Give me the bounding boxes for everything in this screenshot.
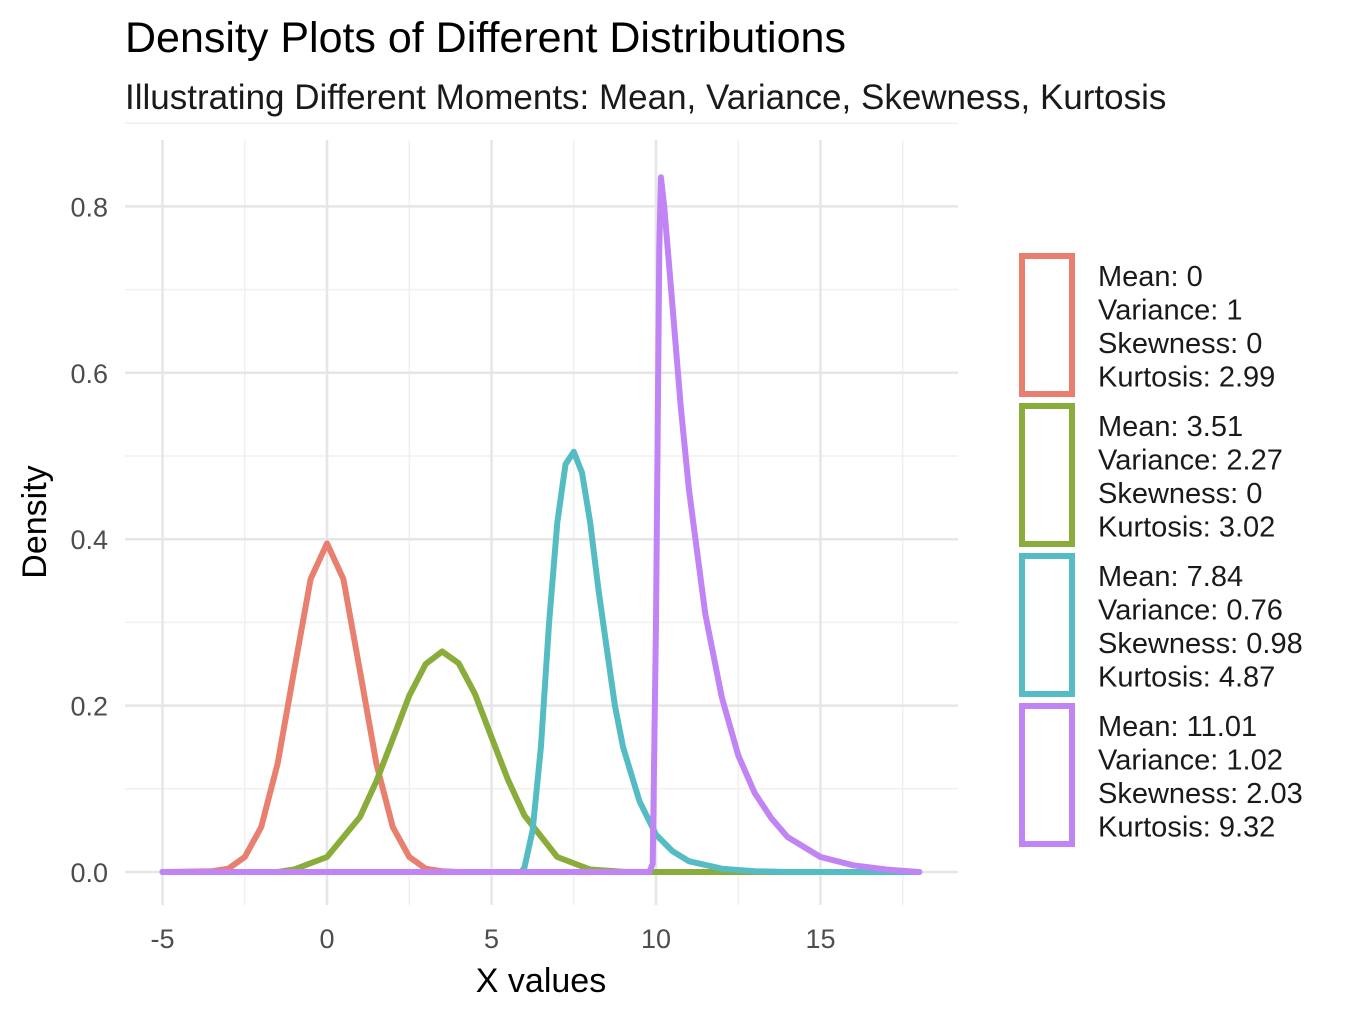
legend-label: Mean: 3.51 [1098,411,1243,443]
axis-ticks: -5 0 5 10 15 0.0 0.2 0.4 0.6 0.8 [70,192,835,954]
legend-label: Kurtosis: 3.02 [1098,512,1275,544]
grid [125,122,958,905]
legend-label: Mean: 7.84 [1098,561,1243,593]
legend-key [1019,553,1075,697]
legend-label: Skewness: 0 [1098,328,1262,360]
legend-label: Skewness: 2.03 [1098,778,1303,810]
y-tick-label: 0.2 [70,692,108,722]
legend-label: Kurtosis: 9.32 [1098,812,1275,844]
legend-label: Mean: 0 [1098,261,1203,293]
legend-label: Variance: 1 [1098,295,1243,327]
legend-label: Skewness: 0 [1098,478,1262,510]
chart-title: Density Plots of Different Distributions [125,14,846,62]
y-tick-label: 0.0 [70,858,108,888]
x-tick-label: 0 [319,924,334,954]
legend-label: Variance: 2.27 [1098,445,1283,477]
density-line-heavy-tailed [159,174,923,875]
x-tick-label: 15 [805,924,835,954]
legend-key [1019,403,1075,547]
legend-key [1019,703,1075,847]
x-tick-label: 5 [484,924,499,954]
y-tick-label: 0.8 [70,192,108,222]
legend-label: Kurtosis: 4.87 [1098,662,1275,694]
y-tick-label: 0.6 [70,359,108,389]
legend-label: Variance: 0.76 [1098,595,1283,627]
chart-subtitle: Illustrating Different Moments: Mean, Va… [125,78,1167,117]
legend-label: Mean: 11.01 [1098,711,1257,743]
legend-key [1019,253,1075,397]
density-line-skewed [159,448,923,875]
legend-label: Skewness: 0.98 [1098,628,1303,660]
legend-label: Variance: 1.02 [1098,745,1283,777]
series-lines [159,174,923,875]
y-axis-title: Density [16,465,54,578]
x-tick-label: 10 [641,924,671,954]
y-tick-label: 0.4 [70,525,108,555]
density-line-wider-normal [159,648,923,875]
legend-label: Kurtosis: 2.99 [1098,362,1275,394]
x-tick-label: -5 [150,924,174,954]
x-axis-title: X values [476,962,606,1000]
